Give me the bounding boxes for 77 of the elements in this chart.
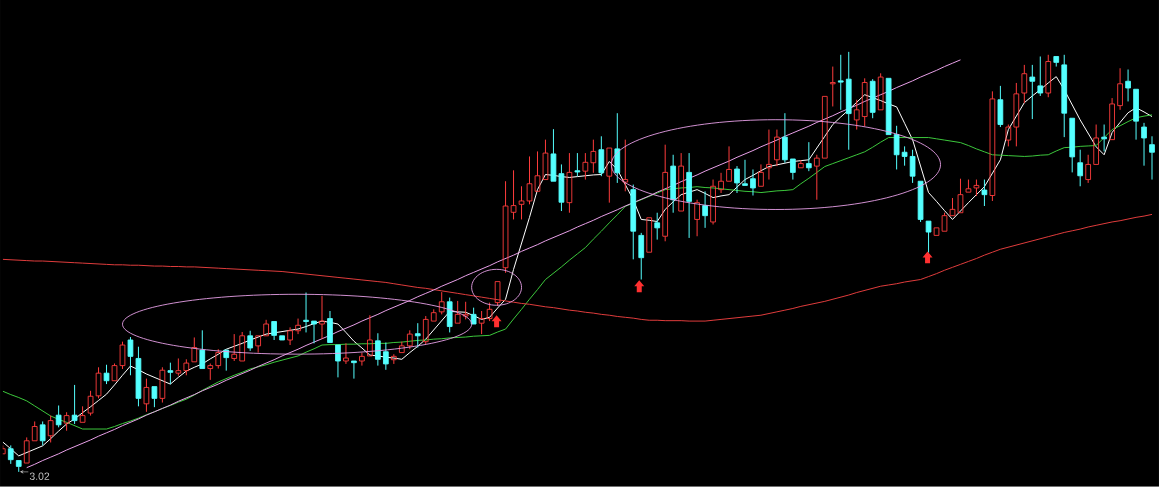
candlestick bbox=[646, 217, 653, 253]
text: 3.02 bbox=[29, 472, 50, 481]
candlestick bbox=[805, 141, 812, 172]
candlestick bbox=[742, 159, 748, 186]
candlestick bbox=[1141, 122, 1147, 167]
candlestick bbox=[686, 152, 692, 239]
candlestick bbox=[1149, 135, 1155, 181]
candlestick bbox=[1061, 54, 1068, 138]
candlestick bbox=[351, 360, 357, 380]
candlestick bbox=[31, 421, 38, 442]
candlestick bbox=[981, 179, 988, 207]
candlestick bbox=[327, 310, 333, 344]
candlestick bbox=[103, 364, 110, 385]
candlestick bbox=[430, 308, 437, 322]
candlestick bbox=[837, 54, 844, 111]
candlestick bbox=[159, 366, 166, 404]
candlestick bbox=[1109, 97, 1115, 141]
candlestick bbox=[359, 352, 365, 367]
candlestick bbox=[758, 164, 764, 187]
candlestick bbox=[694, 199, 700, 237]
candlestick bbox=[1133, 88, 1139, 141]
candlestick bbox=[1029, 64, 1036, 120]
candlestick bbox=[311, 320, 317, 344]
candlestick bbox=[1125, 69, 1131, 103]
candlestick bbox=[1013, 82, 1020, 147]
candlestick bbox=[383, 342, 389, 371]
candlestick bbox=[861, 77, 868, 127]
candlestick bbox=[598, 135, 605, 177]
candlestick bbox=[1101, 124, 1107, 152]
candlestick bbox=[1093, 124, 1099, 165]
candlestick bbox=[702, 190, 708, 229]
candlestick bbox=[670, 154, 677, 214]
candlestick bbox=[566, 152, 573, 214]
candlestick bbox=[7, 444, 14, 465]
candlestick bbox=[390, 353, 397, 365]
candlestick bbox=[343, 342, 349, 365]
candlestick bbox=[23, 437, 30, 464]
candlestick bbox=[1117, 67, 1123, 111]
candlestick bbox=[279, 335, 285, 341]
candlestick bbox=[845, 51, 852, 151]
candlestick bbox=[582, 152, 589, 181]
candlestick bbox=[782, 112, 788, 164]
candlestick bbox=[1085, 154, 1092, 184]
candlestick bbox=[678, 152, 684, 212]
candlestick bbox=[375, 332, 381, 367]
candlestick bbox=[766, 129, 772, 181]
candlestick bbox=[606, 147, 613, 204]
candlestick bbox=[367, 314, 373, 357]
candlestick bbox=[774, 129, 780, 167]
candlestick bbox=[726, 145, 732, 182]
candlestick bbox=[79, 405, 86, 423]
candlestick bbox=[550, 128, 557, 182]
candlestick bbox=[901, 145, 908, 167]
candlestick bbox=[319, 295, 325, 340]
candlestick bbox=[303, 292, 309, 333]
candlestick bbox=[287, 326, 293, 346]
candlestick bbox=[223, 349, 230, 372]
candlestick bbox=[718, 172, 724, 194]
candlestick bbox=[654, 212, 661, 241]
candlestick bbox=[590, 139, 597, 174]
candlestick bbox=[829, 66, 836, 108]
candlestick bbox=[750, 169, 756, 197]
candlestick bbox=[798, 159, 804, 169]
candlestick bbox=[295, 318, 301, 335]
candlestick bbox=[790, 158, 796, 181]
candlestick bbox=[885, 77, 892, 136]
candlestick bbox=[1077, 149, 1084, 187]
candlestick bbox=[454, 300, 461, 324]
candlestick bbox=[1069, 117, 1076, 173]
candlestick bbox=[271, 321, 277, 341]
candlestick bbox=[199, 329, 206, 370]
candlestick bbox=[734, 165, 740, 194]
candlestick bbox=[263, 319, 269, 337]
candlestick bbox=[71, 384, 78, 425]
candlestick bbox=[1053, 56, 1060, 68]
candlestick bbox=[335, 344, 341, 378]
candlestick bbox=[191, 337, 198, 363]
